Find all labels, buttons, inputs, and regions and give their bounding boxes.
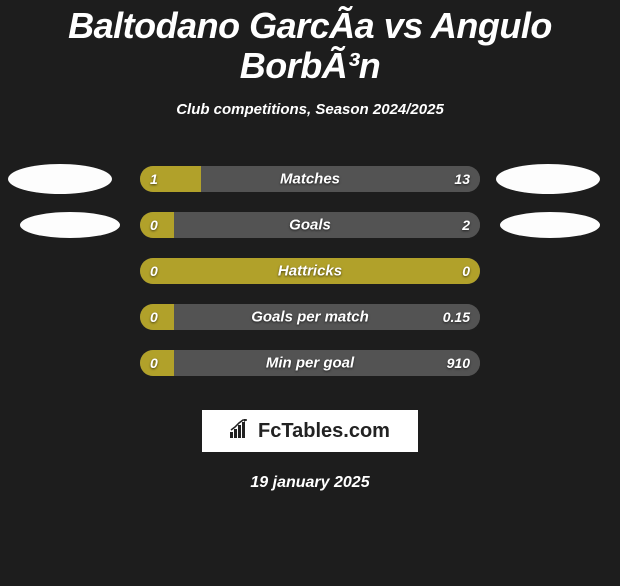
stat-value-right: 2: [462, 217, 470, 233]
stat-value-right: 910: [447, 355, 470, 371]
team-marker-left: [8, 164, 112, 194]
comparison-chart: 1 13 Matches 0 2 Goals 0 0 Hattricks 0 0.15 Goals p…: [0, 156, 620, 386]
stat-label: Goals per match: [251, 309, 369, 326]
logo-box: FcTables.com: [202, 410, 418, 452]
stat-row: 0 0.15 Goals per match: [0, 294, 620, 340]
stat-value-left: 0: [150, 263, 158, 279]
page-title: Baltodano GarcÃ­a vs Angulo BorbÃ³n: [0, 6, 620, 85]
stat-bar: 0 0.15 Goals per match: [140, 304, 480, 330]
team-marker-right: [496, 164, 600, 194]
stat-row: 0 2 Goals: [0, 202, 620, 248]
team-marker-left: [20, 212, 120, 238]
stat-row: 1 13 Matches: [0, 156, 620, 202]
stat-label: Goals: [289, 217, 331, 234]
stat-value-right: 13: [454, 171, 470, 187]
stat-value-left: 0: [150, 217, 158, 233]
stat-label: Hattricks: [278, 263, 342, 280]
date-label: 19 january 2025: [0, 474, 620, 492]
stat-value-right: 0.15: [443, 309, 470, 325]
bar-right-segment: [201, 166, 480, 192]
subtitle: Club competitions, Season 2024/2025: [0, 101, 620, 118]
stat-label: Min per goal: [266, 355, 354, 372]
stat-bar: 0 2 Goals: [140, 212, 480, 238]
stat-bar: 0 910 Min per goal: [140, 350, 480, 376]
stat-row: 0 910 Min per goal: [0, 340, 620, 386]
stat-value-left: 1: [150, 171, 158, 187]
bar-chart-icon: [230, 419, 252, 444]
stat-value-left: 0: [150, 355, 158, 371]
stat-value-right: 0: [462, 263, 470, 279]
team-marker-right: [500, 212, 600, 238]
stat-label: Matches: [280, 171, 340, 188]
stat-bar: 0 0 Hattricks: [140, 258, 480, 284]
stat-bar: 1 13 Matches: [140, 166, 480, 192]
stat-value-left: 0: [150, 309, 158, 325]
stat-row: 0 0 Hattricks: [0, 248, 620, 294]
logo-text: FcTables.com: [258, 420, 390, 443]
